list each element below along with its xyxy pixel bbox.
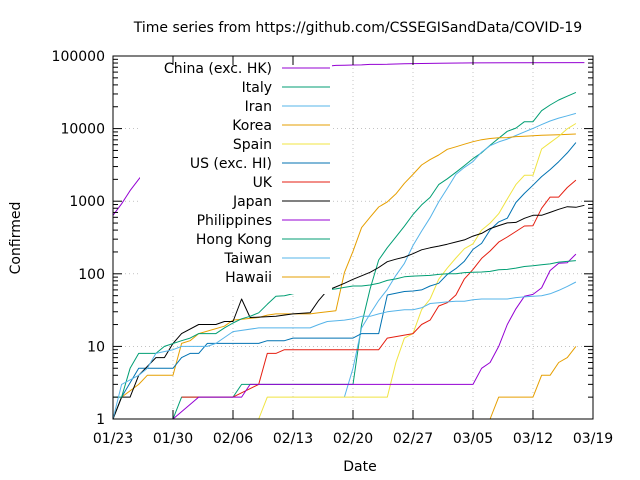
x-tick-label: 02/27 bbox=[393, 431, 433, 447]
chart-title: Time series from https://github.com/CSSE… bbox=[133, 20, 582, 36]
x-tick-label: 01/30 bbox=[153, 431, 193, 447]
legend-label: Philippines bbox=[197, 213, 272, 229]
legend-background bbox=[140, 60, 332, 294]
x-tick-label: 03/12 bbox=[513, 431, 553, 447]
legend-label: Korea bbox=[232, 118, 272, 134]
legend-label: China (exc. HK) bbox=[164, 61, 272, 77]
series-line-philippines bbox=[172, 253, 577, 420]
series-line-taiwan bbox=[112, 281, 577, 420]
series-line-hong-kong bbox=[113, 260, 576, 398]
axes: 1 10 100 1000 10000 100000 01/23 01/30 02/06 02/1… bbox=[52, 49, 614, 447]
series-line-iran bbox=[343, 112, 577, 398]
y-tick-label: 10 bbox=[87, 339, 105, 355]
y-tick-label: 1 bbox=[96, 412, 105, 428]
series-line-us-exc-hi bbox=[112, 142, 577, 420]
y-tick-label: 10000 bbox=[60, 122, 105, 138]
series-line-korea bbox=[112, 133, 576, 420]
y-tick-label: 100000 bbox=[52, 49, 105, 65]
series-line-italy bbox=[172, 91, 577, 420]
series-line-hawaii bbox=[481, 346, 577, 420]
legend-label: Iran bbox=[245, 99, 272, 115]
legend: China (exc. HK) Italy Iran Korea Spain US (ex… bbox=[140, 60, 332, 294]
y-axis-label: Confirmed bbox=[8, 202, 24, 275]
x-tick-label: 03/05 bbox=[453, 431, 493, 447]
legend-label: UK bbox=[253, 175, 273, 191]
legend-label: Japan bbox=[232, 194, 272, 210]
x-tick-label: 03/19 bbox=[573, 431, 613, 447]
y-tick-label: 1000 bbox=[69, 194, 105, 210]
series-line-japan bbox=[112, 204, 585, 420]
x-axis-label: Date bbox=[343, 459, 376, 475]
legend-label: Taiwan bbox=[223, 251, 272, 267]
series-line-uk bbox=[181, 179, 577, 398]
series-layer bbox=[112, 62, 585, 420]
y-tick-label: 100 bbox=[78, 267, 105, 283]
legend-label: Hong Kong bbox=[196, 232, 272, 248]
legend-label: Hawaii bbox=[225, 270, 272, 286]
legend-label: Spain bbox=[233, 137, 272, 153]
series-line-spain bbox=[190, 123, 577, 420]
legend-label: Italy bbox=[242, 80, 272, 96]
x-tick-label: 01/23 bbox=[93, 431, 133, 447]
x-tick-label: 02/06 bbox=[213, 431, 253, 447]
x-tick-label: 02/13 bbox=[273, 431, 313, 447]
x-tick-label: 02/20 bbox=[333, 431, 373, 447]
legend-label: US (exc. HI) bbox=[190, 156, 272, 172]
